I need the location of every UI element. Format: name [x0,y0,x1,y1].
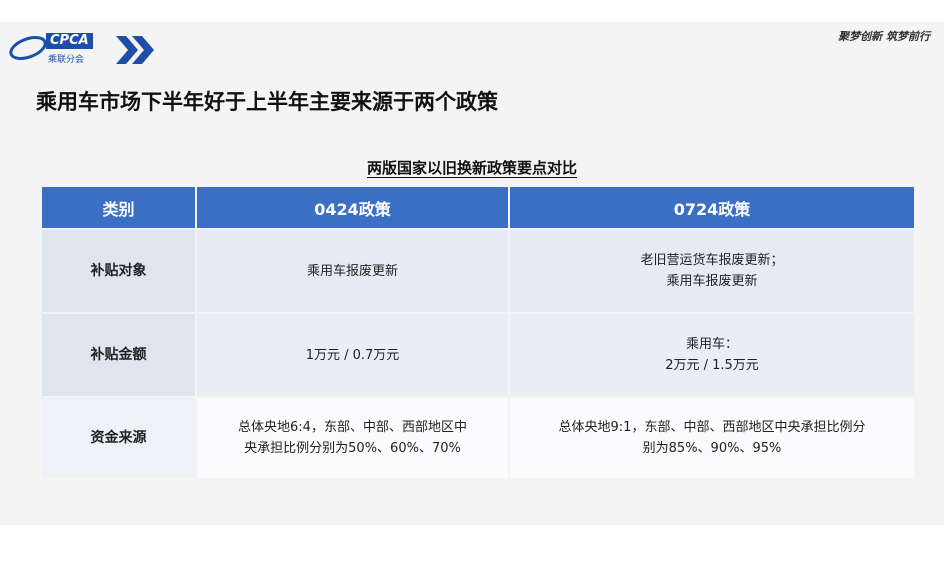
table-cell: 总体央地6:4，东部、中部、西部地区中 央承担比例分别为50%、60%、70% [196,396,510,478]
table-caption: 两版国家以旧换新政策要点对比 [0,157,944,178]
table-cell: 乘用车报废更新 [196,228,510,313]
table-cell: 老旧营运货车报废更新； 乘用车报废更新 [509,228,916,313]
cell-line: 1万元 / 0.7万元 [305,347,400,363]
logo-text: CPCA [46,33,93,49]
cell-line: 乘用车： [685,337,738,352]
cell-line: 别为85%、90%、95% [642,441,782,456]
slogan: 聚梦创新 筑梦前行 [838,30,930,43]
table-row: 补贴金额 1万元 / 0.7万元 乘用车： 2万元 / 1.5万元 [42,312,916,397]
table-row: 补贴对象 乘用车报废更新 老旧营运货车报废更新； 乘用车报废更新 [42,228,916,313]
cell-line: 乘用车报废更新 [306,263,398,279]
caption-text: 两版国家以旧换新政策要点对比 [366,159,577,178]
cell-line: 2万元 / 1.5万元 [665,358,759,373]
cell-line: 资金来源 [90,429,147,446]
cell-line: 老旧营运货车报废更新； [640,253,784,268]
logo-graphic [9,36,154,64]
table-body: 补贴对象 乘用车报废更新 老旧营运货车报废更新； 乘用车报废更新 补贴金额 1万元 / 0… [42,228,916,478]
cell-line: 补贴对象 [90,262,147,279]
column-header: 0724政策 [509,187,916,229]
table-cell: 总体央地9:1，东部、中部、西部地区中央承担比例分 别为85%、90%、95% [509,396,916,478]
column-header: 类别 [42,187,197,229]
cell-line: 补贴金额 [90,346,147,363]
table-cell: 1万元 / 0.7万元 [196,312,510,397]
cell-line: 央承担比例分别为50%、60%、70% [244,441,461,456]
row-label: 补贴对象 [42,228,197,313]
row-label: 资金来源 [42,396,197,478]
slide-title: 乘用车市场下半年好于上半年主要来源于两个政策 [36,90,498,114]
cell-line: 乘用车报废更新 [666,274,758,289]
header-row: 类别 0424政策 0724政策 [42,187,916,229]
table-cell: 乘用车： 2万元 / 1.5万元 [509,312,916,397]
comparison-table: 类别 0424政策 0724政策 补贴对象 乘用车报废更新 老旧营运货车报废更新； 乘用车… [42,187,916,478]
logo-subtitle: 乘联分会 [48,55,85,65]
table-row: 资金来源 总体央地6:4，东部、中部、西部地区中 央承担比例分别为50%、60%、7… [42,396,916,478]
cell-line: 总体央地9:1，东部、中部、西部地区中央承担比例分 [558,420,866,435]
cell-line: 总体央地6:4，东部、中部、西部地区中 [238,420,467,435]
row-label: 补贴金额 [42,312,197,397]
column-header: 0424政策 [196,187,510,229]
